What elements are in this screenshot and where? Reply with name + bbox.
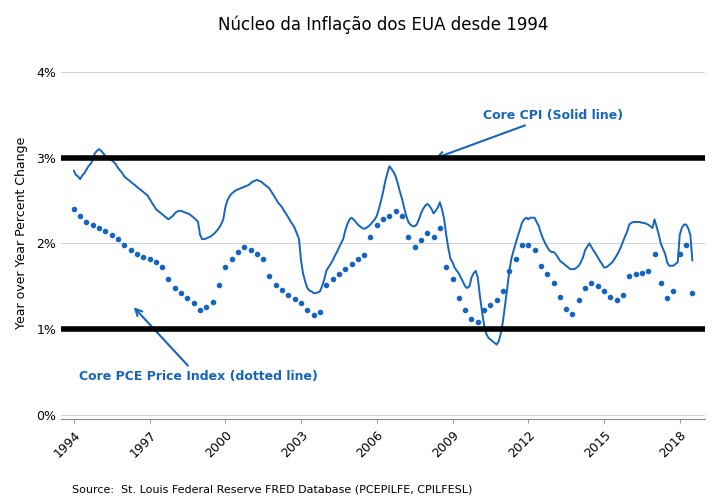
Y-axis label: Year over Year Percent Change: Year over Year Percent Change	[15, 136, 28, 329]
Text: Core CPI (Solid line): Core CPI (Solid line)	[437, 108, 623, 158]
Title: Núcleo da Inflação dos EUA desde 1994: Núcleo da Inflação dos EUA desde 1994	[218, 15, 549, 34]
Text: Core PCE Price Index (dotted line): Core PCE Price Index (dotted line)	[79, 309, 318, 384]
Text: Source:  St. Louis Federal Reserve FRED Database (PCEPILFE, CPILFESL): Source: St. Louis Federal Reserve FRED D…	[72, 485, 472, 495]
